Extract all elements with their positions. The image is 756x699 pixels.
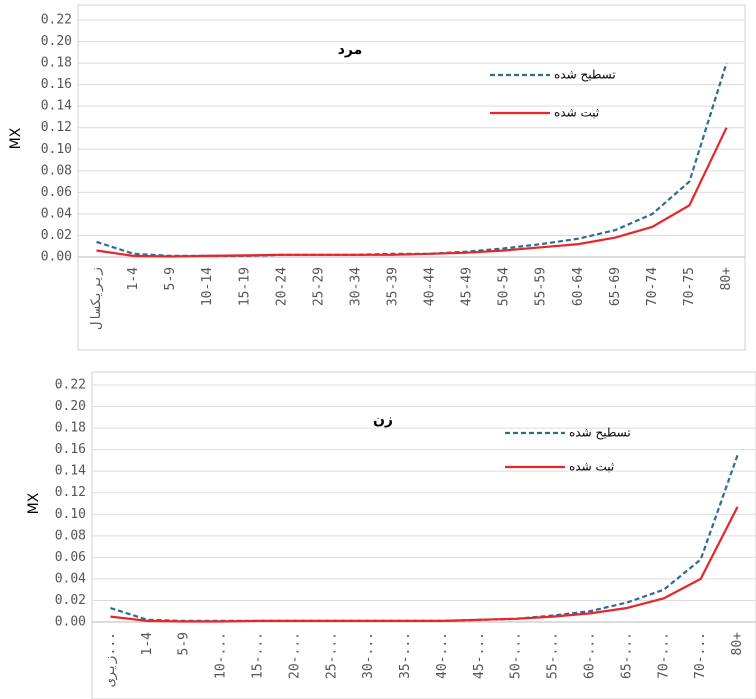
y-tick-label: 0.00: [55, 615, 86, 630]
x-tick-label: 45-...: [472, 632, 487, 679]
x-tick-label: 25-...: [324, 632, 339, 679]
y-tick-label: 0.08: [55, 528, 86, 543]
series-line: [110, 506, 739, 623]
y-tick-label: 0.06: [41, 185, 72, 200]
x-tick-label: 55-59: [534, 267, 549, 306]
y-tick-label: 0.10: [41, 142, 72, 157]
x-tick-label: 35-39: [385, 267, 400, 306]
x-tick-label: 45-49: [460, 267, 475, 306]
x-tick-label: 60-...: [583, 632, 598, 679]
legend-label: تسطیح شده: [569, 426, 631, 440]
legend-label: تسطیح شده: [554, 68, 616, 82]
series-line: [96, 62, 728, 257]
y-tick-label: 0.14: [55, 464, 86, 479]
x-tick-label: 15-19: [237, 267, 252, 306]
chart-title: مرد: [338, 42, 363, 58]
y-tick-label: 0.18: [41, 56, 72, 71]
y-tick-label: 0.20: [41, 34, 72, 49]
x-tick-label: 20-...: [287, 632, 302, 679]
x-tick-label: 20-24: [274, 267, 289, 306]
y-tick-label: 0.10: [55, 507, 86, 522]
x-tick-label: 80+: [730, 632, 745, 656]
x-tick-label: 80+: [719, 267, 734, 291]
y-tick-label: 0.06: [55, 550, 86, 565]
y-axis-label: MX: [26, 492, 42, 514]
x-tick-label: 30-...: [361, 632, 376, 679]
y-tick-label: 0.04: [41, 206, 72, 221]
y-tick-label: 0.20: [55, 399, 86, 414]
y-tick-label: 0.08: [41, 163, 72, 178]
y-tick-label: 0.14: [41, 99, 72, 114]
x-tick-label: 35-...: [398, 632, 413, 679]
x-tick-label: 1-4: [126, 267, 141, 291]
legend-label: ثبت شده: [569, 460, 614, 474]
x-tick-label: 55-...: [546, 632, 561, 679]
x-tick-label: 25-29: [311, 267, 326, 306]
x-tick-label: 70-75: [682, 267, 697, 306]
x-tick-label: 70-...: [656, 632, 671, 679]
x-tick-label: زیریکسال: [89, 267, 104, 330]
y-tick-label: 0.22: [55, 378, 86, 393]
series-line: [110, 454, 739, 623]
y-tick-label: 0.18: [55, 421, 86, 436]
x-tick-label: 50-...: [509, 632, 524, 679]
x-tick-label: 15-...: [251, 632, 266, 679]
y-tick-label: 0.00: [41, 250, 72, 265]
x-tick-label: 10-...: [214, 632, 229, 679]
plot-frame: [77, 4, 746, 351]
x-tick-label: 65-69: [608, 267, 623, 306]
y-tick-label: 0.16: [41, 77, 72, 92]
x-tick-label: 40-...: [435, 632, 450, 679]
x-tick-label: 1-4: [140, 632, 155, 656]
legend-label: ثبت شده: [554, 106, 599, 120]
x-tick-label: 50-54: [497, 267, 512, 306]
chart-title: زن: [373, 412, 393, 428]
y-tick-label: 0.16: [55, 442, 86, 457]
x-tick-label: 5-9: [163, 267, 178, 290]
x-tick-label: 40-44: [423, 267, 438, 306]
x-tick-label: 60-64: [571, 267, 586, 306]
y-tick-label: 0.02: [55, 593, 86, 608]
x-tick-label: 5-9: [177, 632, 192, 655]
x-tick-label: 65-...: [619, 632, 634, 679]
x-tick-label: 10-14: [200, 267, 215, 306]
y-tick-label: 0.12: [41, 120, 72, 135]
y-tick-label: 0.04: [55, 571, 86, 586]
x-tick-label: زیری...: [103, 632, 118, 687]
y-tick-label: 0.02: [41, 228, 72, 243]
x-tick-label: 70-74: [645, 267, 660, 306]
x-tick-label: 30-34: [348, 267, 363, 306]
y-axis-label: MX: [8, 127, 24, 149]
y-tick-label: 0.12: [55, 485, 86, 500]
series-line: [96, 127, 728, 258]
y-tick-label: 0.22: [41, 13, 72, 28]
x-tick-label: 70-...: [693, 632, 708, 679]
